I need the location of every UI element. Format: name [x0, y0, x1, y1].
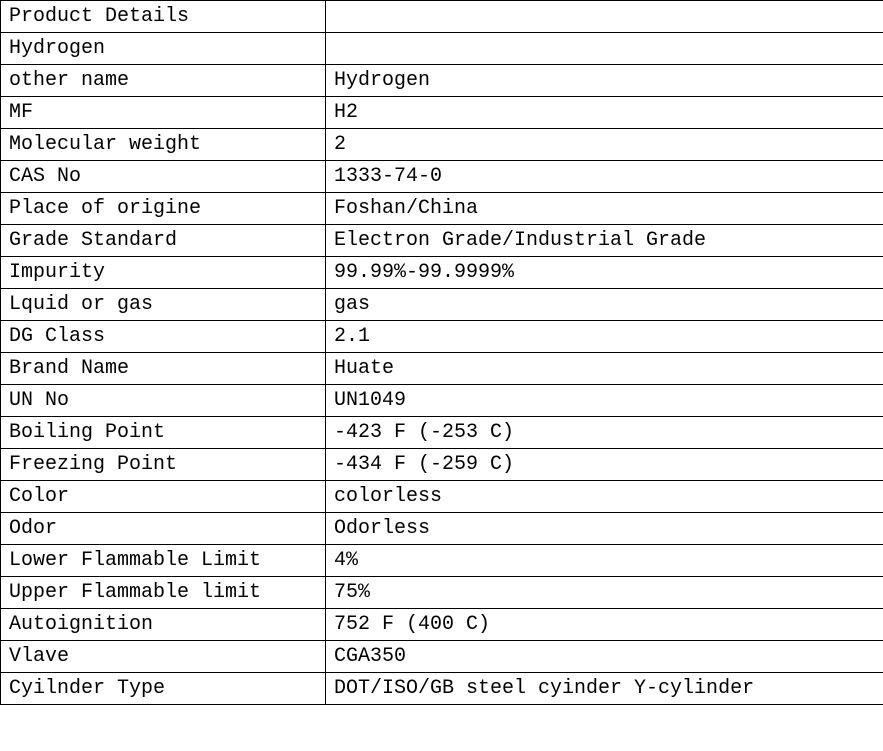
- row-label: UN No: [1, 385, 326, 417]
- row-value: 2: [326, 129, 883, 161]
- table-row: MF H2: [1, 97, 883, 129]
- row-value: Foshan/China: [326, 193, 883, 225]
- table-row: Freezing Point -434 F (-259 C): [1, 449, 883, 481]
- row-label: other name: [1, 65, 326, 97]
- row-value: 752 F (400 C): [326, 609, 883, 641]
- row-value: CGA350: [326, 641, 883, 673]
- row-label: Cyilnder Type: [1, 673, 326, 705]
- row-value: colorless: [326, 481, 883, 513]
- row-value: [326, 33, 883, 65]
- row-value: Odorless: [326, 513, 883, 545]
- table-row: DG Class 2.1: [1, 321, 883, 353]
- row-label: Lower Flammable Limit: [1, 545, 326, 577]
- row-label: Hydrogen: [1, 33, 326, 65]
- row-value: -434 F (-259 C): [326, 449, 883, 481]
- row-label: Boiling Point: [1, 417, 326, 449]
- table-body: Product Details Hydrogen other name Hydr…: [1, 1, 883, 705]
- table-row: Grade Standard Electron Grade/Industrial…: [1, 225, 883, 257]
- row-label: Place of origine: [1, 193, 326, 225]
- row-value: 75%: [326, 577, 883, 609]
- table-row: other name Hydrogen: [1, 65, 883, 97]
- row-label: Autoignition: [1, 609, 326, 641]
- details-table: Product Details Hydrogen other name Hydr…: [0, 0, 883, 705]
- row-value: 1333-74-0: [326, 161, 883, 193]
- row-label: MF: [1, 97, 326, 129]
- table-row: Impurity 99.99%-99.9999%: [1, 257, 883, 289]
- table-row: Autoignition 752 F (400 C): [1, 609, 883, 641]
- row-value: 4%: [326, 545, 883, 577]
- table-row: UN No UN1049: [1, 385, 883, 417]
- row-label: Freezing Point: [1, 449, 326, 481]
- table-row: Odor Odorless: [1, 513, 883, 545]
- row-value: DOT/ISO/GB steel cyinder Y-cylinder: [326, 673, 883, 705]
- row-label: Product Details: [1, 1, 326, 33]
- row-value: [326, 1, 883, 33]
- table-row: Lower Flammable Limit 4%: [1, 545, 883, 577]
- row-value: gas: [326, 289, 883, 321]
- row-value: 2.1: [326, 321, 883, 353]
- row-label: Lquid or gas: [1, 289, 326, 321]
- table-row: Cyilnder Type DOT/ISO/GB steel cyinder Y…: [1, 673, 883, 705]
- row-label: Color: [1, 481, 326, 513]
- row-label: Odor: [1, 513, 326, 545]
- row-value: Hydrogen: [326, 65, 883, 97]
- row-label: Upper Flammable limit: [1, 577, 326, 609]
- row-value: 99.99%-99.9999%: [326, 257, 883, 289]
- table-row: Molecular weight 2: [1, 129, 883, 161]
- row-value: Huate: [326, 353, 883, 385]
- table-row: Place of origine Foshan/China: [1, 193, 883, 225]
- table-row: Vlave CGA350: [1, 641, 883, 673]
- row-label: DG Class: [1, 321, 326, 353]
- row-value: H2: [326, 97, 883, 129]
- row-label: Vlave: [1, 641, 326, 673]
- table-row: Hydrogen: [1, 33, 883, 65]
- table-row: Color colorless: [1, 481, 883, 513]
- table-row: Brand Name Huate: [1, 353, 883, 385]
- table-row: Boiling Point -423 F (-253 C): [1, 417, 883, 449]
- table-row: CAS No 1333-74-0: [1, 161, 883, 193]
- product-details-table: Product Details Hydrogen other name Hydr…: [0, 0, 883, 705]
- table-row: Product Details: [1, 1, 883, 33]
- table-row: Lquid or gas gas: [1, 289, 883, 321]
- row-value: Electron Grade/Industrial Grade: [326, 225, 883, 257]
- row-label: Molecular weight: [1, 129, 326, 161]
- row-label: Impurity: [1, 257, 326, 289]
- table-row: Upper Flammable limit 75%: [1, 577, 883, 609]
- row-label: CAS No: [1, 161, 326, 193]
- row-label: Brand Name: [1, 353, 326, 385]
- row-value: -423 F (-253 C): [326, 417, 883, 449]
- row-label: Grade Standard: [1, 225, 326, 257]
- row-value: UN1049: [326, 385, 883, 417]
